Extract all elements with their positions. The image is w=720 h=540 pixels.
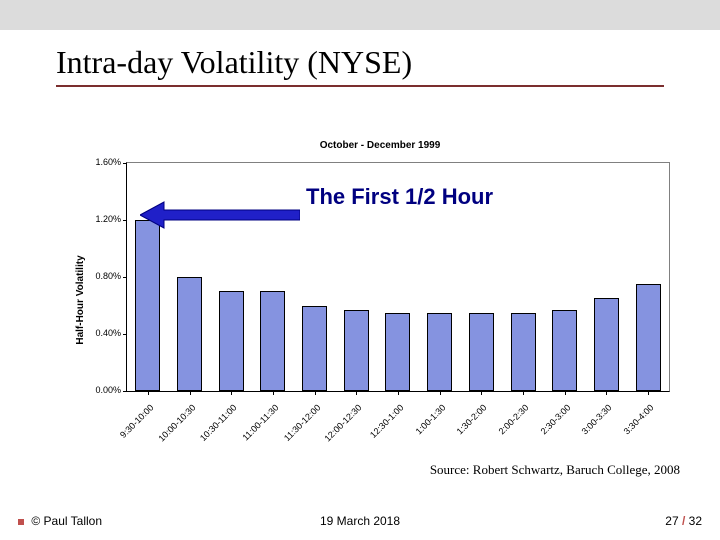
x-tick-mark [231,391,232,395]
bar [385,313,410,391]
y-tick-mark [123,391,127,392]
y-tick-label: 0.80% [89,272,121,281]
bar [636,284,661,391]
bar [511,313,536,391]
copyright: © Paul Tallon [18,514,102,528]
x-tick-mark [148,391,149,395]
y-tick-label: 0.00% [89,386,121,395]
bar [219,291,244,391]
chart-title: October - December 1999 [90,140,670,151]
annotation-label: The First 1/2 Hour [296,182,503,212]
y-axis-label: Half-Hour Volatility [75,255,86,344]
source-line: Source: Robert Schwartz, Baruch College,… [430,462,680,478]
y-tick-label: 1.60% [89,158,121,167]
copyright-text: © Paul Tallon [31,514,102,528]
bar [260,291,285,391]
x-tick-mark [273,391,274,395]
x-tick-mark [648,391,649,395]
x-tick-mark [481,391,482,395]
y-tick-mark [123,220,127,221]
page-number: 27 / 32 [665,514,702,528]
x-tick-mark [523,391,524,395]
x-tick-mark [440,391,441,395]
bar [427,313,452,391]
x-tick-mark [356,391,357,395]
slide: Intra-day Volatility (NYSE) October - De… [0,0,720,540]
x-tick-mark [315,391,316,395]
bar [344,310,369,391]
bar [302,306,327,392]
bar [135,220,160,391]
y-tick-label: 0.40% [89,329,121,338]
top-strip [0,0,720,30]
bullet-icon [18,519,24,525]
bar [469,313,494,391]
footer-date: 19 March 2018 [320,514,400,528]
bar [594,298,619,391]
bar [177,277,202,391]
y-tick-mark [123,163,127,164]
bar [552,310,577,391]
page-current: 27 [665,514,678,528]
bar-chart: October - December 1999 Half-Hour Volati… [90,140,670,460]
x-tick-mark [606,391,607,395]
x-tick-mark [398,391,399,395]
page-total: 32 [689,514,702,528]
y-tick-label: 1.20% [89,215,121,224]
y-tick-mark [123,334,127,335]
x-tick-mark [190,391,191,395]
y-tick-mark [123,277,127,278]
page-title: Intra-day Volatility (NYSE) [56,44,664,87]
x-tick-mark [565,391,566,395]
page-sep: / [679,514,689,528]
